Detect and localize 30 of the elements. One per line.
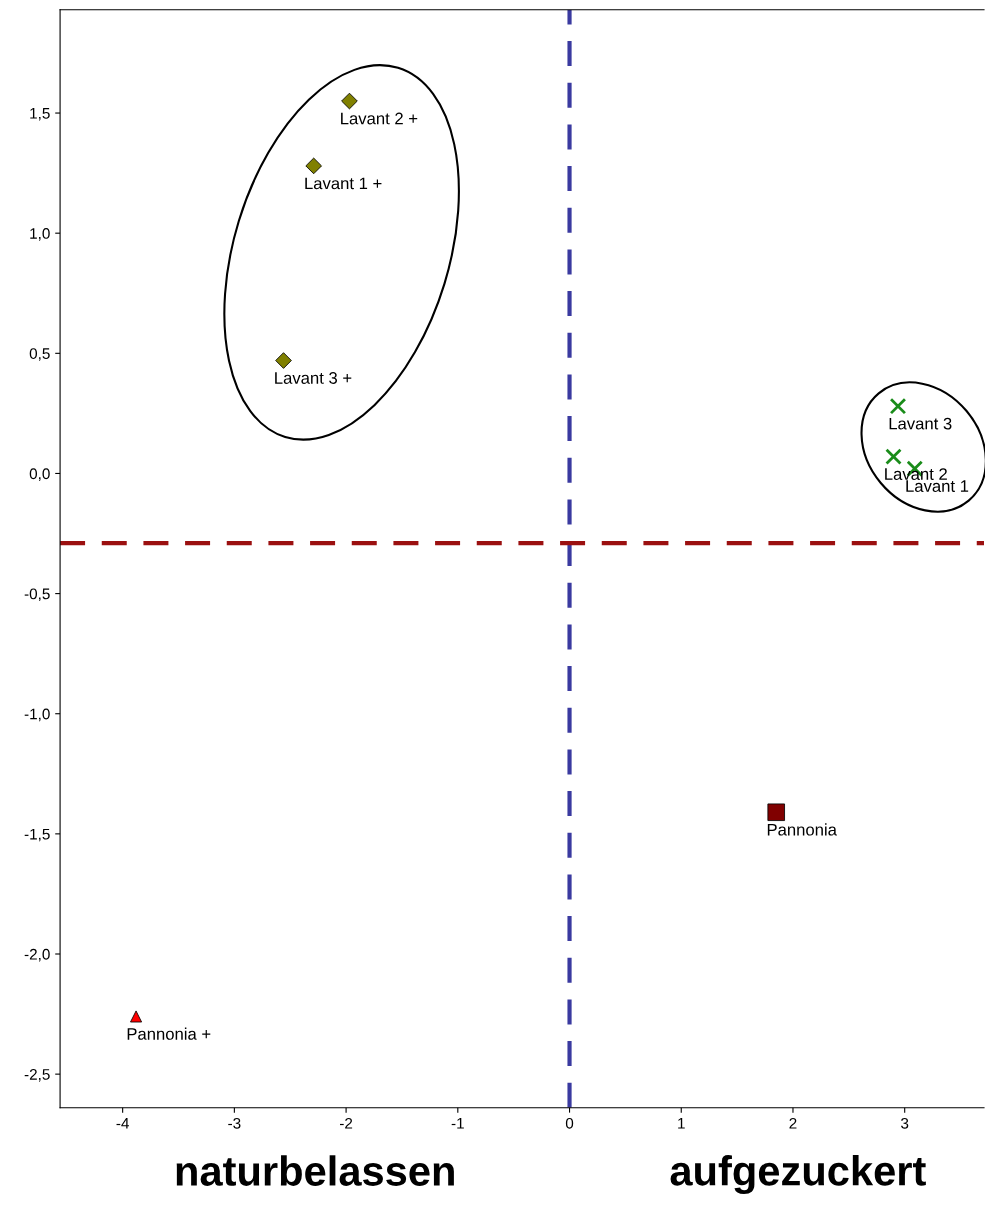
annotation: Lavant 2 + bbox=[341, 112, 418, 125]
x-tick-label: 2 bbox=[789, 1117, 797, 1129]
y-tick-label: -2,5 bbox=[24, 1069, 50, 1082]
y-tick-label: -0,5 bbox=[24, 588, 50, 602]
annotation: Lavant 2 bbox=[885, 468, 947, 480]
x-tick-label: -2 bbox=[339, 1117, 353, 1129]
point bbox=[341, 92, 358, 110]
y-tick-label: -2,0 bbox=[24, 948, 50, 962]
text: naturbelassen bbox=[176, 1155, 454, 1186]
point bbox=[885, 448, 902, 465]
annotation: Pannonia + bbox=[127, 1027, 211, 1040]
y-tick-label: 0,0 bbox=[29, 468, 50, 481]
x-tick-label: 0 bbox=[565, 1117, 574, 1129]
x-tick-label: -3 bbox=[228, 1117, 241, 1129]
x-tick-label: 1 bbox=[678, 1118, 685, 1129]
y-tick-label: 1,0 bbox=[30, 228, 50, 241]
annotation: Lavant 1 + bbox=[305, 177, 382, 190]
annotation: Lavant 3 bbox=[889, 417, 952, 430]
y-tick-label: 0,5 bbox=[29, 348, 50, 361]
y-tick-label: 1,5 bbox=[30, 108, 50, 121]
x-tick-label: -1 bbox=[451, 1118, 464, 1129]
x-tick-label: -4 bbox=[116, 1118, 129, 1129]
annotation: Lavant 3 + bbox=[275, 372, 352, 384]
y-tick-label: -1,0 bbox=[24, 708, 50, 722]
point bbox=[889, 397, 907, 415]
x-tick-label: 3 bbox=[901, 1117, 909, 1129]
y-tick-label: -1,5 bbox=[24, 828, 50, 842]
text: aufgezuckert bbox=[670, 1155, 926, 1195]
annotation: Pannonia bbox=[767, 823, 837, 836]
annotation: Lavant 1 bbox=[906, 480, 969, 492]
